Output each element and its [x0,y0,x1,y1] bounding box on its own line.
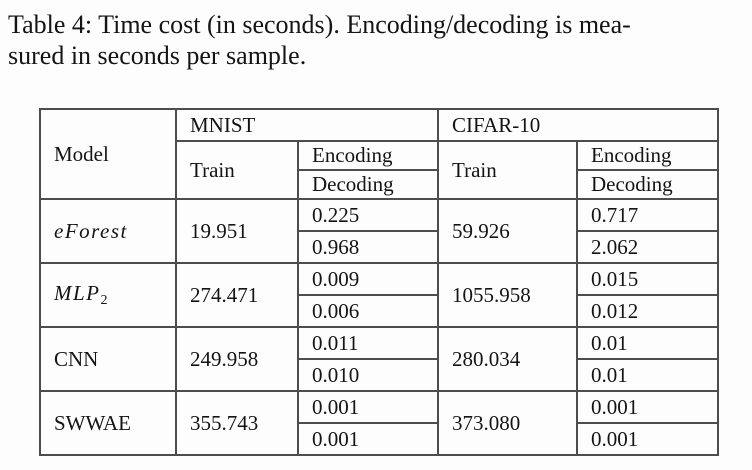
table-row-mlp2: MLP2 274.471 0.009 1055.958 0.015 [39,262,719,328]
cifar-decoding-value: 0.012 [576,294,719,328]
caption-line-1: Table 4: Time cost (in seconds). Encodin… [8,10,631,39]
model-name-cell: SWWAE [39,390,177,456]
table-row-cnn: CNN 249.958 0.011 280.034 0.01 [39,326,719,392]
table-row-mlp2-decoding: 0.006 0.012 [40,294,719,328]
cifar-decoding-value: 0.001 [576,422,719,456]
table-caption: Table 4: Time cost (in seconds). Encodin… [8,9,748,71]
cifar-encoding-value: 0.01 [576,326,719,360]
header-mnist-decoding: Decoding [297,169,439,200]
model-name-cell: eForest [39,198,177,264]
cifar-decoding-value: 0.01 [576,358,719,392]
cifar-train-value: 373.080 [437,390,578,456]
model-name-cnn: CNN [54,346,99,371]
mnist-encoding-value: 0.011 [297,326,439,360]
table-row-eforest: eForest 19.951 0.225 59.926 0.717 [39,198,719,264]
time-cost-table: Model MNIST CIFAR-10 Train Encoding Trai… [39,108,719,456]
mnist-encoding-value: 0.225 [297,198,439,232]
mnist-train-value: 274.471 [175,262,299,328]
cifar-train-value: 280.034 [437,326,578,392]
header-cifar-decoding: Decoding [576,169,719,200]
header-model: Model [39,108,177,200]
model-name-cell: MLP2 [39,262,177,328]
caption-line-2: sured in seconds per sample. [8,41,307,70]
table-row-cnn-decoding: 0.010 0.01 [40,358,719,392]
table-row-swwae-decoding: 0.001 0.001 [40,422,719,456]
mnist-decoding-value: 0.968 [297,230,439,264]
mnist-decoding-value: 0.001 [297,422,439,456]
header-cifar10: CIFAR-10 [437,108,719,142]
mnist-decoding-value: 0.010 [297,358,439,392]
model-name-cell: CNN [39,326,177,392]
cifar-train-value: 1055.958 [437,262,578,328]
cifar-encoding-value: 0.015 [576,262,719,296]
cifar-encoding-value: 0.001 [576,390,719,424]
cifar-train-value: 59.926 [437,198,578,264]
mnist-encoding-value: 0.001 [297,390,439,424]
mnist-train-value: 19.951 [175,198,299,264]
cifar-encoding-value: 0.717 [576,198,719,232]
model-name-mlp2-subscript: 2 [100,293,108,308]
mnist-encoding-value: 0.009 [297,262,439,296]
mnist-train-value: 249.958 [175,326,299,392]
table-row-eforest-decoding: 0.968 2.062 [40,230,719,264]
header-mnist: MNIST [175,108,439,142]
header-cifar-train: Train [437,140,578,200]
table-row-swwae: SWWAE 355.743 0.001 373.080 0.001 [39,390,719,456]
cifar-decoding-value: 2.062 [576,230,719,264]
mnist-train-value: 355.743 [175,390,299,456]
model-name-eforest: eForest [54,218,128,243]
model-name-swwae: SWWAE [54,410,131,435]
mnist-decoding-value: 0.006 [297,294,439,328]
header-cifar-encoding: Encoding [576,140,719,171]
header-mnist-encoding: Encoding [297,140,439,171]
model-name-mlp2: MLP [54,281,101,305]
header-mnist-train: Train [175,140,299,200]
